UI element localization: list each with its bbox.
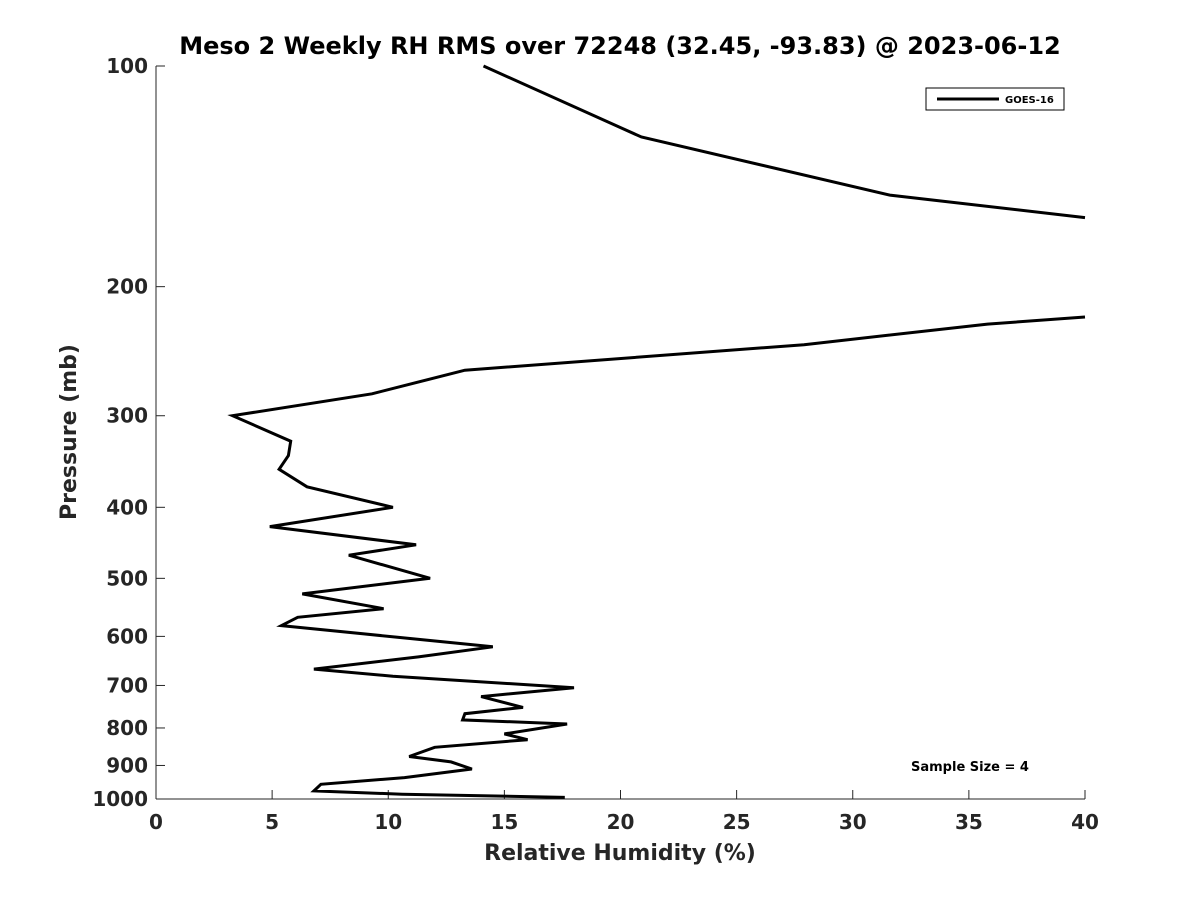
x-tick-label: 30 <box>839 810 867 834</box>
chart-title: Meso 2 Weekly RH RMS over 72248 (32.45, … <box>179 32 1061 60</box>
series-layer <box>227 64 1086 799</box>
x-tick-label: 5 <box>265 810 279 834</box>
y-tick-label: 900 <box>106 753 148 777</box>
x-tick-label: 10 <box>374 810 402 834</box>
x-tick-label: 20 <box>607 810 635 834</box>
y-tick-label: 1000 <box>92 787 148 811</box>
axes: 0 5 10 15 20 25 30 35 40 100 200 300 400 500 600 700 800… <box>92 54 1099 834</box>
y-tick-label: 700 <box>106 673 148 697</box>
x-tick-label: 40 <box>1071 810 1099 834</box>
y-tick-label: 800 <box>106 716 148 740</box>
y-axis-label: Pressure (mb) <box>57 344 82 520</box>
y-tick-label: 200 <box>106 275 148 299</box>
x-axis-label: Relative Humidity (%) <box>484 841 756 866</box>
series-line-1 <box>482 64 1086 220</box>
y-tick-label: 600 <box>106 624 148 648</box>
y-tick-label: 500 <box>106 566 148 590</box>
x-tick-label: 25 <box>723 810 751 834</box>
legend-label: GOES-16 <box>1005 95 1054 106</box>
x-tick-label: 15 <box>490 810 518 834</box>
legend: GOES-16 <box>925 87 1065 111</box>
x-tick-label: 35 <box>955 810 983 834</box>
x-tick-label: 0 <box>149 810 163 834</box>
series-line-2 <box>227 315 1086 799</box>
y-tick-label: 400 <box>106 495 148 519</box>
y-tick-label: 300 <box>106 404 148 428</box>
y-tick-label: 100 <box>106 54 148 78</box>
sample-size-annotation: Sample Size = 4 <box>911 760 1029 775</box>
